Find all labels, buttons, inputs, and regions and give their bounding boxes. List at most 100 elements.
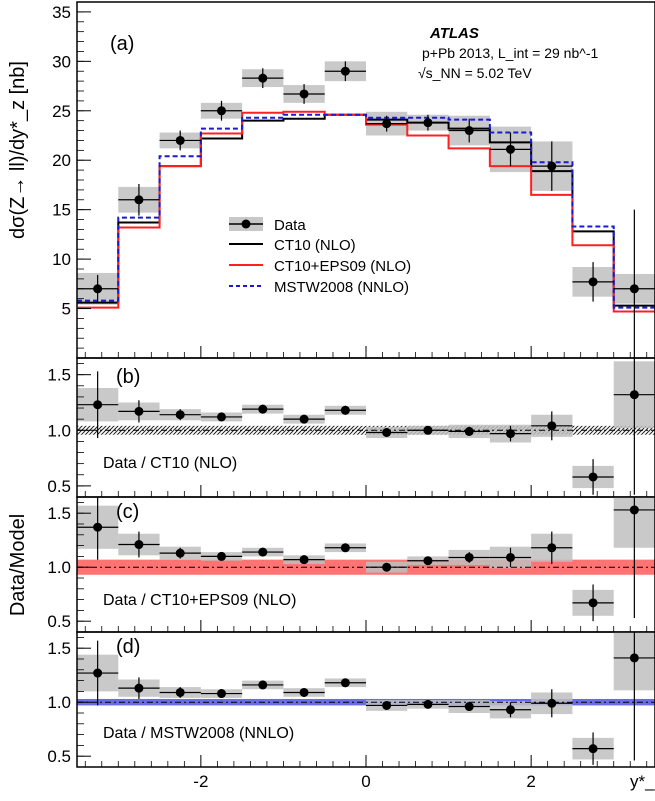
data-point: [588, 744, 598, 754]
y-tick-label: 1.0: [47, 693, 71, 712]
y-tick-label: 10: [52, 250, 71, 269]
panel-c-ratio-label: Data / CT10+EPS09 (NLO): [103, 592, 296, 609]
y-tick-label: 25: [52, 102, 71, 121]
y-tick-label: 35: [52, 3, 71, 22]
legend-label-ct10-eps09: CT10+EPS09 (NLO): [274, 258, 411, 275]
data-point: [464, 552, 474, 562]
data-point: [134, 540, 144, 550]
data-point: [629, 653, 639, 663]
y-tick-label: 0.5: [47, 477, 71, 496]
panel-0: 5 10 15 20 25 30 35: [52, 1, 655, 359]
y-tick-label: 0.5: [47, 612, 71, 631]
data-point: [506, 705, 515, 715]
data-point: [134, 195, 144, 205]
panel-3: 0.5 1.0 1.5: [47, 631, 655, 768]
data-point: [382, 562, 392, 572]
legend-label-ct10: CT10 (NLO): [274, 237, 356, 254]
data-point: [464, 126, 474, 136]
data-point: [258, 73, 268, 83]
data-point: [629, 284, 639, 294]
y-tick-label: 1.0: [47, 558, 71, 577]
data-point: [299, 89, 309, 99]
data-point: [134, 683, 144, 693]
data-point: [258, 680, 268, 690]
y-tick-label: 5: [62, 300, 71, 319]
data-point: [423, 556, 433, 566]
data-point: [217, 551, 226, 561]
data-point: [299, 687, 309, 697]
x-tick-label: 2: [526, 772, 535, 791]
data-point: [299, 414, 309, 424]
data-point: [423, 425, 433, 435]
panel-plot-area-3: [77, 632, 655, 765]
dataset-label: p+Pb 2013, L_int = 29 nb^-1: [422, 45, 598, 61]
data-point: [506, 552, 515, 562]
data-point: [340, 543, 350, 553]
data-point: [217, 412, 226, 422]
y-tick-label: 1.5: [47, 639, 71, 658]
legend-entry-ct10-eps09: CT10+EPS09 (NLO): [229, 258, 411, 275]
theory-line-mstw2008-nnlo-: [77, 113, 655, 309]
panel-2: 0.5 1.0 1.5: [47, 496, 655, 633]
data-point: [93, 522, 103, 532]
atlas-label: ATLAS: [429, 25, 479, 42]
y-tick-label: 1.5: [47, 504, 71, 523]
data-point: [547, 698, 557, 708]
data-point: [629, 390, 639, 400]
panel-c-label: (c): [116, 501, 139, 523]
panel-d-ratio-label: Data / MSTW2008 (NNLO): [103, 725, 294, 742]
data-point: [506, 144, 515, 154]
data-point: [299, 555, 309, 565]
data-point: [464, 426, 474, 436]
data-point: [588, 598, 598, 608]
data-point: [93, 284, 103, 294]
y-tick-label: 1.0: [47, 421, 71, 440]
data-point: [588, 277, 598, 287]
energy-label: √s_NN = 5.02 TeV: [418, 65, 532, 81]
data-point: [217, 106, 226, 116]
data-point: [588, 472, 598, 482]
data-point: [629, 505, 639, 515]
data-point: [382, 428, 392, 438]
data-point: [134, 406, 144, 416]
legend-label-mstw2008: MSTW2008 (NNLO): [274, 279, 409, 296]
theory-line-ct10-eps09-nlo-: [77, 110, 655, 313]
data-point: [382, 119, 392, 129]
panel-b-ratio-label: Data / CT10 (NLO): [103, 455, 237, 472]
data-point: [175, 410, 185, 420]
panel-b-label: (b): [116, 366, 140, 388]
legend-entry-ct10: CT10 (NLO): [229, 237, 356, 254]
data-point: [340, 678, 350, 688]
ratio-ylabel: Data/Model: [7, 514, 29, 616]
data-point: [93, 400, 103, 410]
panel-d-label: (d): [116, 636, 140, 658]
data-point: [340, 66, 350, 76]
data-point: [175, 548, 185, 558]
data-point: [423, 118, 433, 128]
panel-plot-area-1: [77, 358, 655, 495]
data-point: [340, 405, 350, 415]
data-point: [258, 404, 268, 414]
legend-label-data: Data: [274, 217, 306, 234]
x-tick-label: 0: [361, 772, 370, 791]
data-point: [547, 161, 557, 171]
legend: Data CT10 (NLO) CT10+EPS09 (NLO) MSTW200…: [229, 217, 411, 296]
data-point: [547, 543, 557, 553]
panel-a-ylabel: dσ(Z→ ll)/dy*_z [nb]: [7, 61, 29, 239]
panel-plot-area-0: [77, 61, 655, 358]
legend-entry-data: Data: [229, 217, 306, 234]
data-point: [382, 700, 392, 710]
panel-a-label: (a): [110, 33, 134, 55]
data-point: [547, 421, 557, 431]
data-point: [217, 689, 226, 699]
x-tick-label: -2: [193, 772, 208, 791]
x-axis-label: y*_z: [630, 772, 655, 791]
data-point: [464, 702, 474, 712]
data-point: [175, 135, 185, 145]
data-point: [258, 547, 268, 557]
y-tick-label: 0.5: [47, 747, 71, 766]
data-point: [175, 687, 185, 697]
legend-entry-mstw2008: MSTW2008 (NNLO): [229, 279, 409, 296]
y-tick-label: 20: [52, 151, 71, 170]
